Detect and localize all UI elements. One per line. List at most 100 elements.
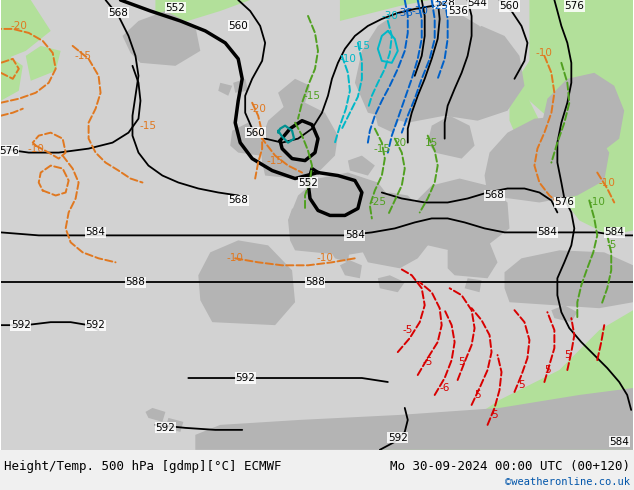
Text: -5: -5 [422,357,433,367]
Text: -6: -6 [439,383,450,393]
Text: 588: 588 [305,277,325,287]
Text: 592: 592 [86,320,105,330]
Polygon shape [165,418,183,432]
Polygon shape [437,26,524,121]
Text: -10: -10 [589,197,605,207]
Polygon shape [375,91,398,113]
Text: -20: -20 [10,21,27,31]
Polygon shape [448,238,498,278]
Text: -10: -10 [227,253,243,263]
Text: -15: -15 [74,51,91,61]
Polygon shape [155,0,250,31]
Text: -10: -10 [27,144,44,153]
Polygon shape [198,241,295,325]
Polygon shape [362,193,432,269]
Text: 5: 5 [474,390,481,400]
Text: -25: -25 [370,197,386,207]
Text: -15: -15 [304,91,321,101]
Polygon shape [258,131,272,148]
Text: 560: 560 [500,1,519,11]
Polygon shape [195,388,633,450]
Text: 568: 568 [484,191,505,200]
Text: 576: 576 [554,197,574,207]
Text: 544: 544 [468,0,488,8]
Text: 528: 528 [435,0,455,8]
Text: -15: -15 [267,156,283,166]
Polygon shape [375,111,400,133]
Text: 5: 5 [458,357,465,367]
Polygon shape [230,122,262,156]
Text: 576: 576 [0,146,19,156]
Text: 584: 584 [538,227,557,237]
Text: -10: -10 [536,48,553,58]
Text: Mo 30-09-2024 00:00 UTC (00+120): Mo 30-09-2024 00:00 UTC (00+120) [390,460,630,473]
Text: -5: -5 [403,325,413,335]
Text: 592: 592 [155,423,176,433]
Polygon shape [411,178,510,250]
Text: 584: 584 [345,230,365,241]
Text: 5: 5 [544,365,551,375]
Text: -20: -20 [250,104,266,114]
Text: 584: 584 [609,437,629,447]
Polygon shape [428,116,475,159]
Polygon shape [529,0,633,161]
Text: -10: -10 [598,177,616,188]
Text: 552: 552 [165,3,185,13]
Text: 5: 5 [491,410,498,420]
Polygon shape [145,408,165,422]
Text: 15: 15 [425,138,438,147]
Polygon shape [552,305,578,322]
Text: 552: 552 [298,177,318,188]
Text: 536: 536 [448,6,467,16]
Polygon shape [218,83,232,96]
Polygon shape [1,0,51,61]
Polygon shape [288,172,400,255]
Text: 588: 588 [126,277,145,287]
Text: -30: -30 [382,11,398,21]
Polygon shape [260,103,338,178]
Polygon shape [340,260,362,278]
Text: 584: 584 [604,227,624,237]
Text: 576: 576 [564,1,585,11]
Text: -10: -10 [339,54,356,64]
Text: -30: -30 [411,6,428,16]
Polygon shape [26,46,61,81]
Text: 592: 592 [11,320,30,330]
Text: -35: -35 [396,8,413,18]
Text: 5: 5 [518,380,525,390]
Polygon shape [1,56,23,101]
Polygon shape [400,310,633,450]
Polygon shape [510,61,633,235]
Text: 584: 584 [86,227,105,237]
Polygon shape [330,245,350,262]
Text: 20: 20 [393,138,406,147]
Polygon shape [278,79,310,111]
Polygon shape [348,156,375,175]
Text: -10: -10 [316,253,333,263]
Polygon shape [465,278,482,292]
Polygon shape [122,11,200,66]
Polygon shape [378,275,404,292]
Text: -15: -15 [373,144,391,153]
Polygon shape [541,73,624,156]
Polygon shape [569,0,633,171]
Text: 592: 592 [235,373,255,383]
Text: 568: 568 [108,8,129,18]
Text: ©weatheronline.co.uk: ©weatheronline.co.uk [505,477,630,487]
Polygon shape [380,420,439,450]
Text: -5: -5 [606,241,616,250]
Polygon shape [340,0,430,21]
Text: -25: -25 [431,1,448,11]
Polygon shape [355,6,489,122]
Text: Height/Temp. 500 hPa [gdmp][°C] ECMWF: Height/Temp. 500 hPa [gdmp][°C] ECMWF [4,460,281,473]
Text: 592: 592 [388,433,408,443]
Text: -15: -15 [140,121,157,131]
Polygon shape [288,208,308,225]
Polygon shape [1,0,633,450]
Text: 560: 560 [228,21,248,31]
Text: 5: 5 [564,350,571,360]
Polygon shape [233,79,248,93]
Polygon shape [505,250,633,308]
Text: 560: 560 [245,128,265,138]
Text: 568: 568 [228,196,248,205]
